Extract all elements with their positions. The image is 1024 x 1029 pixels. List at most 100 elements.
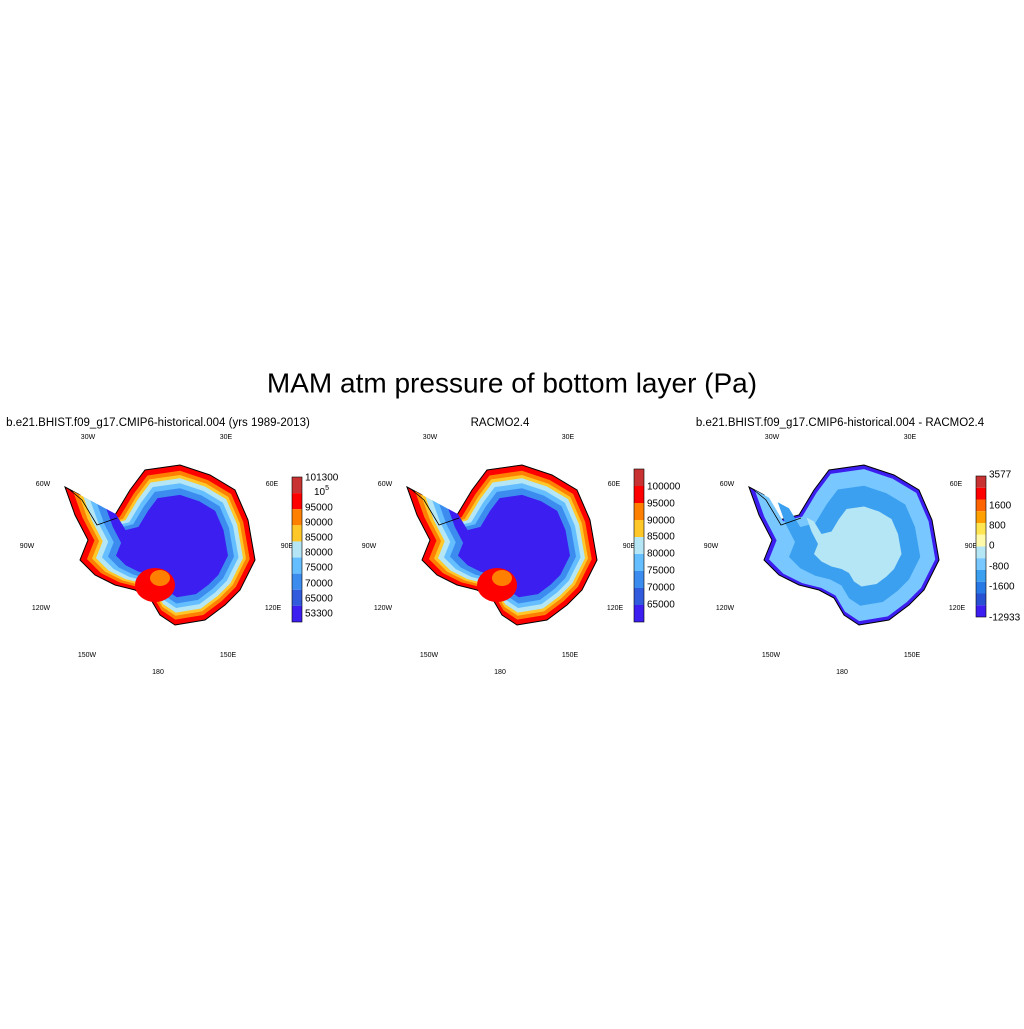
figure-title: MAM atm pressure of bottom layer (Pa) [267, 367, 757, 398]
colorbar-label: -800 [989, 562, 1009, 573]
lon-label: 90E [965, 543, 978, 550]
lon-label: 30E [220, 434, 233, 441]
lon-label: 30E [562, 434, 575, 441]
colorbar-label: 90000 [647, 516, 675, 527]
lon-label: 30W [765, 434, 780, 441]
colorbar-frame [291, 476, 303, 623]
colorbar-box [634, 469, 644, 486]
colorbar-label: 53300 [305, 609, 333, 620]
colorbar-box [976, 499, 986, 512]
lon-label: 150E [904, 652, 921, 659]
lon-label: 120E [949, 605, 966, 612]
colorbar-label: 90000 [305, 518, 333, 529]
colorbar-label: 70000 [647, 583, 675, 594]
colorbar-box [292, 573, 302, 590]
colorbar-box [292, 557, 302, 574]
colorbar-label: -1600 [989, 582, 1015, 593]
lon-label: 90W [20, 543, 35, 550]
colorbar-label: 95000 [647, 499, 675, 510]
colorbar-frame [633, 468, 645, 623]
colorbar-label: 101300 [305, 473, 339, 484]
map-panel: RACMO2.4 30W 30E 60W 60E 90W 90E 120W 120E 150W 15… [362, 417, 681, 676]
lon-label: 90W [704, 543, 719, 550]
colorbar-box [976, 511, 986, 523]
lon-label: 180 [152, 669, 164, 676]
colorbar-box [292, 605, 302, 622]
colorbar-label: 0 [989, 541, 995, 552]
lon-label: 60E [950, 481, 963, 488]
colorbar-label: 3577 [989, 470, 1012, 481]
colorbar-label: 1600 [989, 501, 1012, 512]
lon-label: 90E [623, 543, 636, 550]
lon-label: 120E [265, 605, 282, 612]
lon-label: 30E [904, 434, 917, 441]
colorbar-box [976, 593, 986, 606]
colorbar-box [292, 477, 302, 494]
colorbar-label: 65000 [305, 594, 333, 605]
colorbar-box [976, 546, 986, 559]
panel-title: b.e21.BHIST.f09_g17.CMIP6-historical.004… [6, 417, 310, 429]
colorbar-box [292, 525, 302, 542]
coastline [753, 489, 802, 526]
lon-label: 30W [81, 434, 96, 441]
lon-label: 150E [562, 652, 579, 659]
colorbar-box [292, 589, 302, 606]
colorbar-label: -12933 [989, 613, 1021, 624]
lon-label: 180 [836, 669, 848, 676]
lon-label: 60E [266, 481, 279, 488]
lon-label: 120W [32, 605, 51, 612]
lon-label: 120W [716, 605, 735, 612]
colorbar-box [634, 605, 644, 622]
colorbar-label: 75000 [647, 566, 675, 577]
colorbar-box [976, 476, 986, 488]
colorbar-label: 800 [989, 521, 1006, 532]
colorbar-label: 85000 [647, 532, 675, 543]
panel-title: RACMO2.4 [471, 417, 530, 429]
map-region [492, 570, 512, 586]
colorbar-box [634, 520, 644, 537]
colorbar-label: 80000 [647, 549, 675, 560]
colorbar-box [634, 588, 644, 605]
lon-label: 60E [608, 481, 621, 488]
colorbar-box [976, 605, 986, 617]
lon-label: 120W [374, 605, 393, 612]
colorbar-box [976, 534, 986, 547]
colorbar-box [976, 570, 986, 582]
colorbar-frame [975, 475, 987, 618]
lon-label: 90E [281, 543, 294, 550]
lon-label: 90W [362, 543, 377, 550]
colorbar-box [292, 493, 302, 510]
lon-label: 60W [378, 481, 393, 488]
colorbar-label: 80000 [305, 548, 333, 559]
colorbar-label: 95000 [305, 503, 333, 514]
colorbar-label: 70000 [305, 579, 333, 590]
colorbar-box [634, 554, 644, 571]
lon-label: 150W [78, 652, 97, 659]
lon-label: 30W [423, 434, 438, 441]
coastline [69, 489, 118, 526]
map-panel: b.e21.BHIST.f09_g17.CMIP6-historical.004… [6, 417, 339, 676]
colorbar-box [634, 486, 644, 503]
lon-label: 150W [420, 652, 439, 659]
colorbar-box [292, 509, 302, 526]
colorbar-label: 100000 [647, 482, 681, 493]
colorbar-box [292, 541, 302, 558]
colorbar-box [976, 558, 986, 570]
colorbar-label: 75000 [305, 563, 333, 574]
lon-label: 150W [762, 652, 781, 659]
colorbar-box [976, 487, 986, 500]
lon-label: 60W [720, 481, 735, 488]
map-region [150, 570, 170, 586]
colorbar-box [976, 523, 986, 535]
lon-label: 150E [220, 652, 237, 659]
colorbar-label: 85000 [305, 533, 333, 544]
colorbar-label: 65000 [647, 600, 675, 611]
colorbar-box [976, 581, 986, 594]
colorbar-label: 105 [314, 485, 329, 498]
colorbar-box [634, 503, 644, 520]
colorbar-box [634, 571, 644, 588]
colorbar-box [634, 537, 644, 554]
lon-label: 60W [36, 481, 51, 488]
lon-label: 120E [607, 605, 624, 612]
